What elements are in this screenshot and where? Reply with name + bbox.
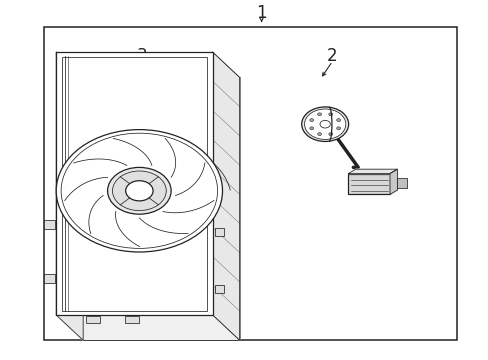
Text: 3: 3	[136, 47, 147, 65]
Bar	[56, 52, 212, 315]
Circle shape	[112, 171, 166, 211]
Bar	[44, 220, 55, 229]
Text: 2: 2	[326, 47, 337, 65]
Circle shape	[336, 127, 340, 130]
Circle shape	[317, 113, 321, 116]
Circle shape	[309, 127, 313, 130]
Polygon shape	[212, 52, 239, 340]
Bar	[124, 316, 139, 323]
Bar	[85, 316, 100, 323]
Circle shape	[317, 132, 321, 135]
Bar	[215, 228, 224, 236]
Bar	[83, 77, 239, 340]
Circle shape	[107, 167, 171, 214]
Circle shape	[125, 181, 153, 201]
Polygon shape	[56, 52, 83, 340]
Bar	[397, 178, 407, 188]
Circle shape	[336, 119, 340, 122]
Circle shape	[304, 109, 345, 139]
Circle shape	[301, 107, 348, 141]
Bar	[44, 274, 55, 283]
Text: 1: 1	[256, 4, 266, 22]
Circle shape	[319, 120, 330, 128]
Bar	[215, 285, 224, 293]
Bar	[62, 57, 206, 311]
Bar	[44, 27, 456, 340]
Circle shape	[56, 130, 222, 252]
Polygon shape	[348, 169, 397, 174]
Bar	[348, 174, 389, 194]
Polygon shape	[389, 169, 397, 194]
Circle shape	[328, 113, 332, 116]
Circle shape	[309, 119, 313, 122]
Circle shape	[328, 132, 332, 135]
